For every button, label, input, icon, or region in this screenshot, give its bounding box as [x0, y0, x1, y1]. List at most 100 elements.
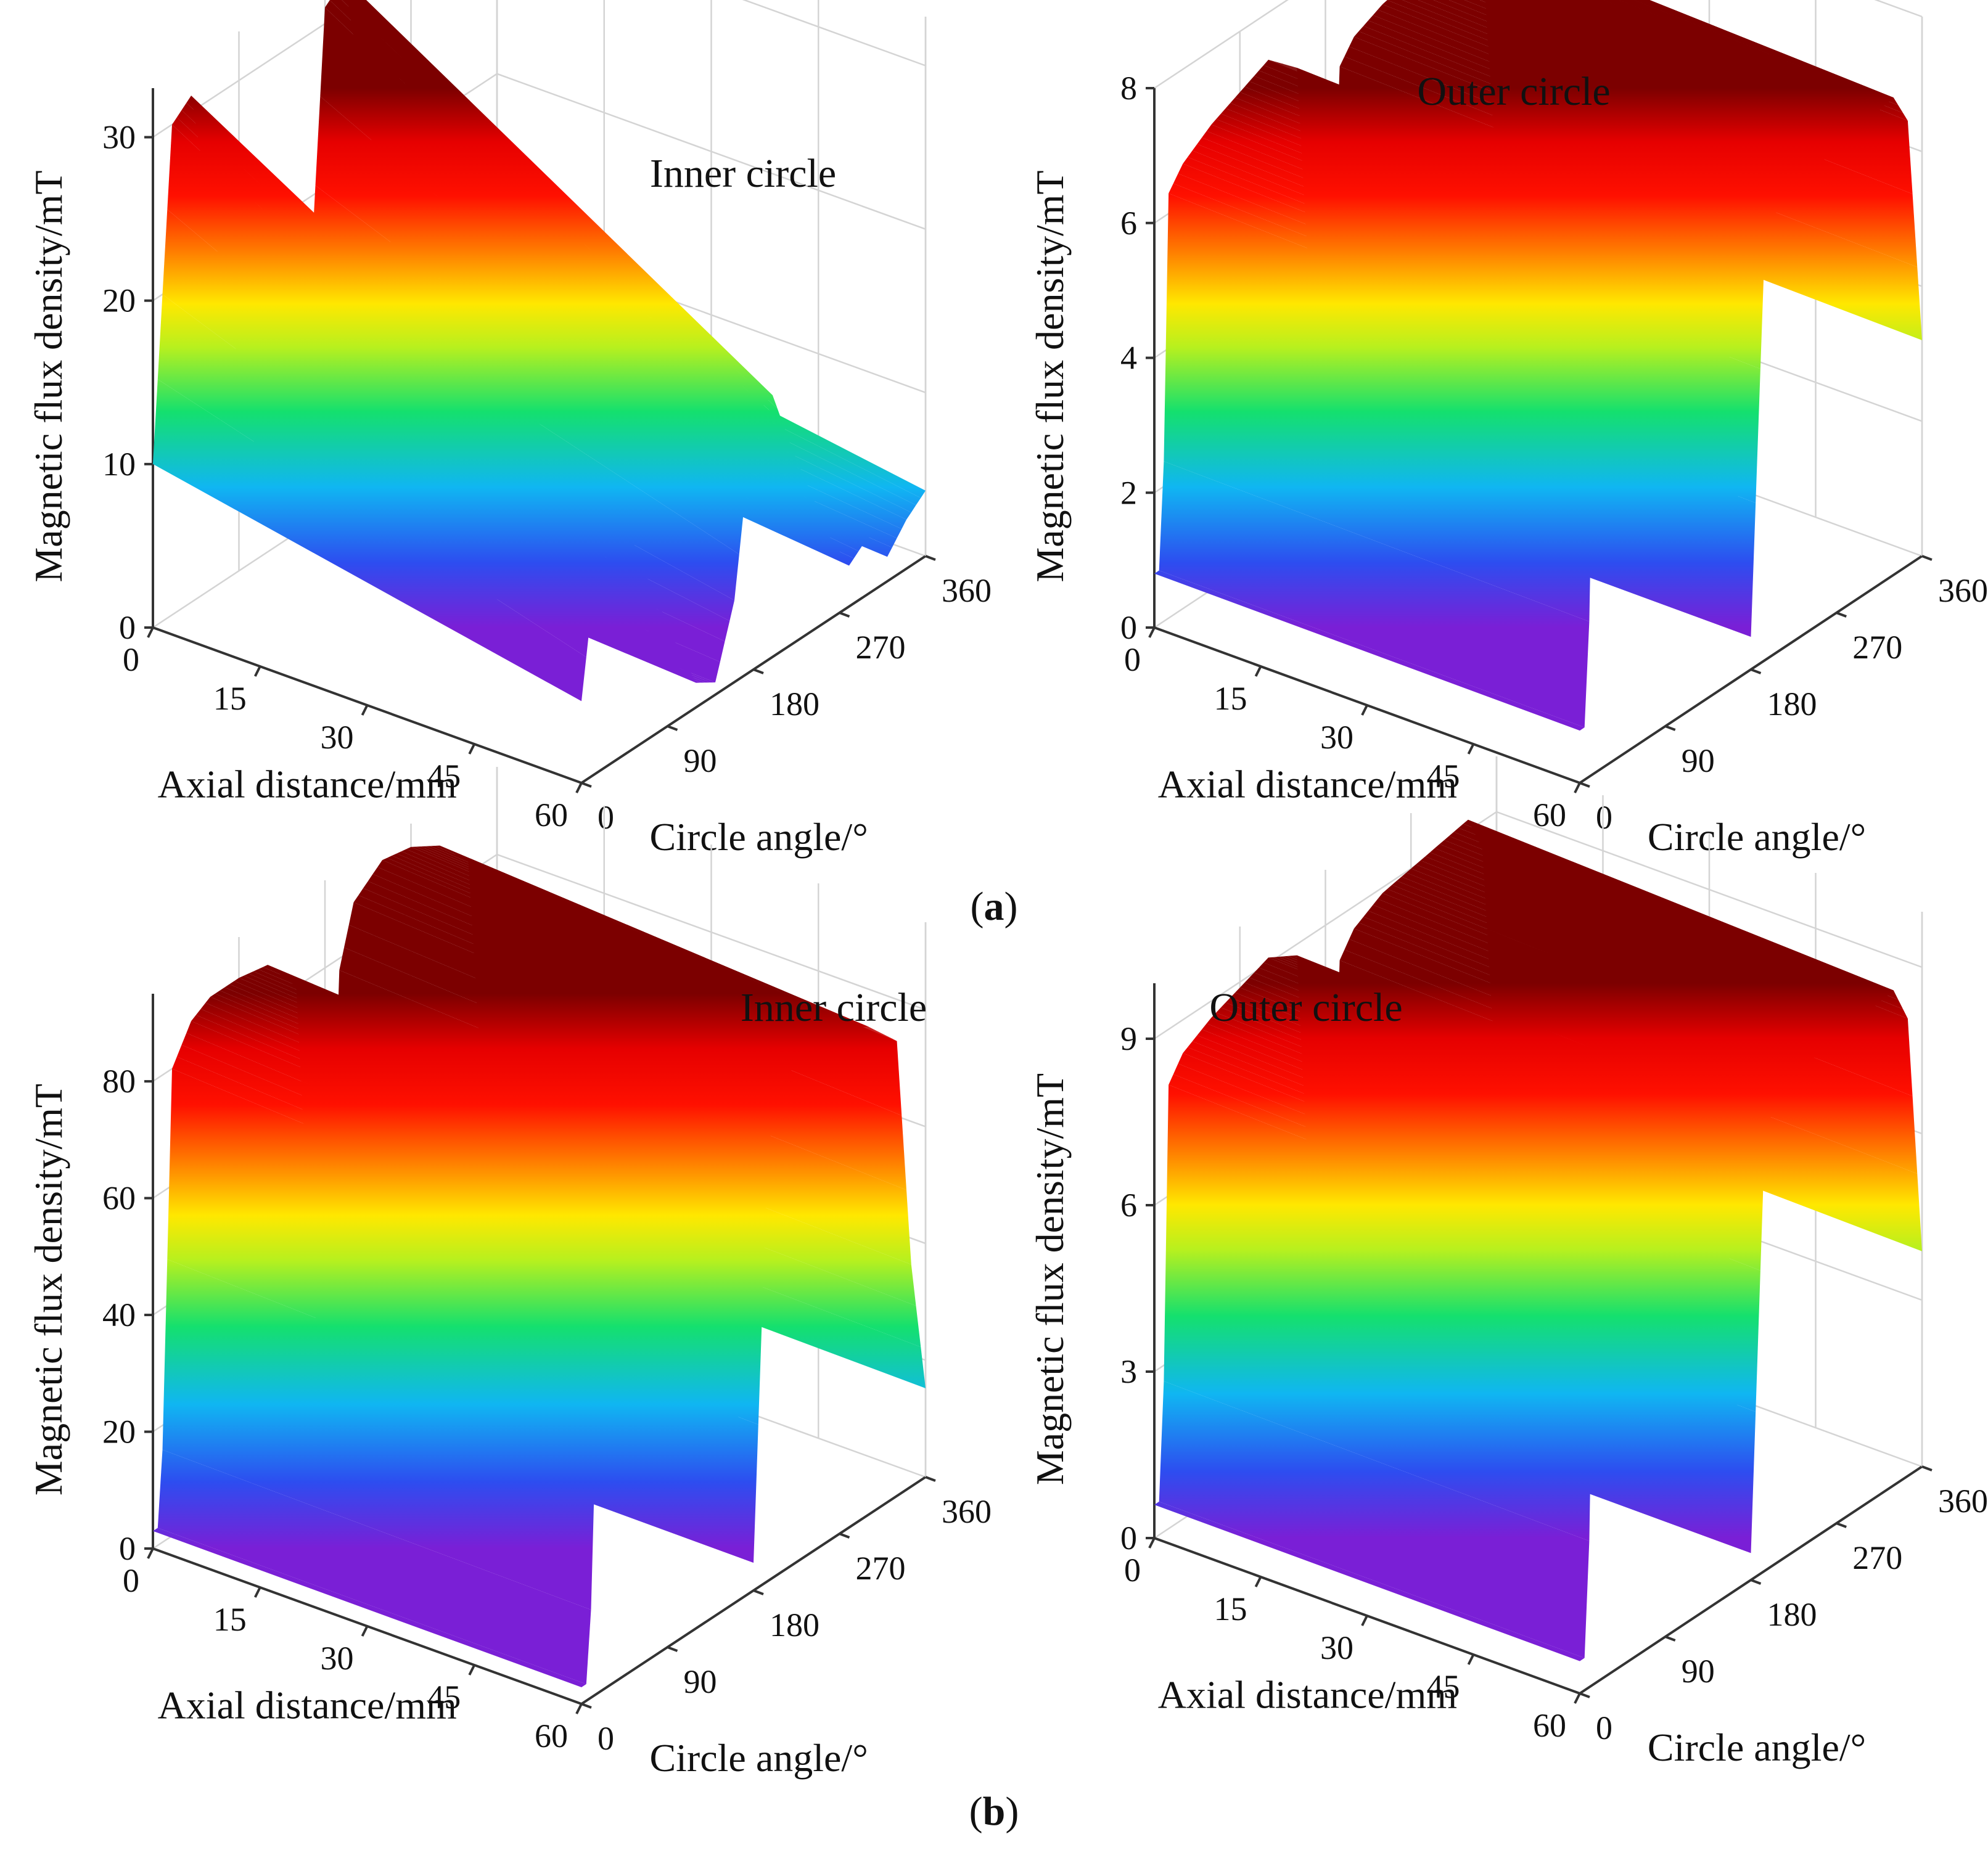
- surface-strip: [1178, 163, 1609, 342]
- surface-strip: [153, 1528, 586, 1687]
- angle-axis-label: Circle angle/°: [649, 1736, 868, 1780]
- angle-axis-label: Circle angle/°: [1648, 1725, 1866, 1769]
- surface-strip: [1387, 885, 1818, 1060]
- x-tick-label: 45: [1427, 1668, 1460, 1705]
- surface-strip: [1416, 860, 1846, 1035]
- surface-strip: [1292, 955, 1723, 1126]
- surface-strip: [1406, 869, 1837, 1043]
- surface: [153, 0, 926, 702]
- angle-tick: [1665, 725, 1676, 731]
- surface-strip: [1154, 570, 1585, 731]
- surface-strip: [172, 117, 606, 525]
- angle-tick: [1836, 1522, 1847, 1528]
- surface-strip: [1353, 922, 1785, 1099]
- surface-strip: [195, 1009, 630, 1196]
- angle-tick-label: 0: [1596, 1709, 1612, 1746]
- x-axis-label: Axial distance/mm: [158, 1684, 457, 1727]
- x-tick: [361, 1626, 369, 1637]
- x-tick-label: 0: [1124, 1552, 1141, 1589]
- surface-strip: [253, 969, 687, 1153]
- surface-strip: [1397, 877, 1827, 1051]
- surface-strip: [1220, 108, 1651, 284]
- angle-tick-label: 270: [856, 629, 906, 666]
- chart-panel-a-outer: 0 2 4 6 8 0 15 30 45 60 0 90 180 270 360 Magnetic flux …: [1028, 0, 1988, 859]
- angle-tick-label: 360: [942, 1493, 992, 1530]
- surface-strip: [416, 846, 849, 1029]
- z-tick-label: 40: [102, 1296, 136, 1333]
- surface-strip: [1220, 1002, 1651, 1178]
- z-tick-label: 80: [102, 1063, 136, 1100]
- surface-strip: [368, 874, 802, 1063]
- surface-strip: [1249, 76, 1680, 252]
- x-tick: [147, 627, 154, 638]
- surface-strip: [1244, 977, 1675, 1153]
- tick-labels: 0 10 20 30 0 15 30 45 60 0 90 180 270 360: [102, 119, 992, 836]
- angle-tick: [667, 1646, 678, 1652]
- surface-strip: [1349, 36, 1780, 216]
- angle-tick: [581, 1703, 592, 1709]
- surface-strip: [372, 867, 807, 1056]
- z-axis-label: Magnetic flux density/mT: [27, 170, 70, 582]
- surface-strip: [1273, 61, 1704, 232]
- surface-strip: [157, 1449, 591, 1684]
- angle-axis-label: Circle angle/°: [1648, 815, 1866, 859]
- surface-strip: [315, 96, 749, 509]
- surface-strip: [1511, 0, 1856, 136]
- surface-strip: [353, 895, 787, 1084]
- axis-labels: Magnetic flux density/mT Axial distance/m…: [27, 1084, 868, 1780]
- angle-tick: [1579, 782, 1590, 788]
- caption-b: (b): [969, 1789, 1019, 1834]
- chart-title: Outer circle: [1417, 69, 1610, 114]
- angle-tick-label: 270: [1852, 629, 1902, 666]
- chart-title: Outer circle: [1209, 985, 1402, 1030]
- surface-strip: [1154, 1501, 1585, 1661]
- surface-strip: [1433, 0, 1832, 157]
- angle-tick: [1921, 555, 1933, 561]
- surface-strip: [1263, 59, 1694, 235]
- surface-strip: [1353, 31, 1785, 206]
- surface-strip: [1542, 0, 1865, 128]
- surface-strip: [320, 7, 754, 462]
- surface-strip: [1188, 1041, 1618, 1217]
- surface: [1154, 819, 1922, 1661]
- x-tick-label: 60: [1533, 1707, 1566, 1744]
- surface-strip: [1230, 993, 1661, 1168]
- surface-strip: [310, 185, 744, 555]
- surface-strip: [200, 1002, 635, 1190]
- surface-strip: [1363, 20, 1794, 195]
- surface-strip: [342, 0, 768, 406]
- surface-strip: [354, 0, 773, 401]
- surface-strip: [1225, 997, 1656, 1173]
- angle-tick: [1579, 1692, 1590, 1698]
- surface-strip: [1283, 63, 1713, 235]
- surface-strip: [1448, 0, 1837, 153]
- surface-strip: [1235, 92, 1666, 268]
- surface: [1154, 0, 1922, 731]
- angle-tick-label: 180: [1767, 686, 1817, 722]
- x-tick-label: 0: [123, 641, 139, 678]
- surface-strip: [210, 993, 644, 1178]
- surface-strip: [1603, 0, 1884, 110]
- axis-labels: Magnetic flux density/mT Axial distance/m…: [27, 170, 868, 858]
- chart-panel-a-inner: 0 10 20 30 0 15 30 45 60 0 90 180 270 360 Magnetic flu…: [27, 0, 992, 859]
- surface-strip: [1263, 957, 1694, 1133]
- surface-strip: [1202, 1023, 1632, 1200]
- surface-strip: [176, 1045, 610, 1236]
- surface-strip: [1206, 125, 1637, 300]
- surface-strip: [162, 1259, 596, 1610]
- surface-strip: [348, 902, 782, 1105]
- surface-strip: [1464, 0, 1841, 149]
- surface-strip: [1216, 113, 1646, 289]
- surface-strip: [1254, 967, 1685, 1143]
- x-tick: [1467, 1654, 1475, 1665]
- surface-strip: [1164, 193, 1595, 622]
- angle-tick: [753, 668, 764, 674]
- surface-strip: [1339, 56, 1770, 235]
- surface-strip: [421, 846, 854, 1028]
- surface-strip: [181, 102, 615, 515]
- surface-strip: [1373, 9, 1804, 185]
- angle-tick: [925, 555, 936, 561]
- surface-strip: [234, 978, 668, 1163]
- x-tick-label: 45: [427, 758, 461, 795]
